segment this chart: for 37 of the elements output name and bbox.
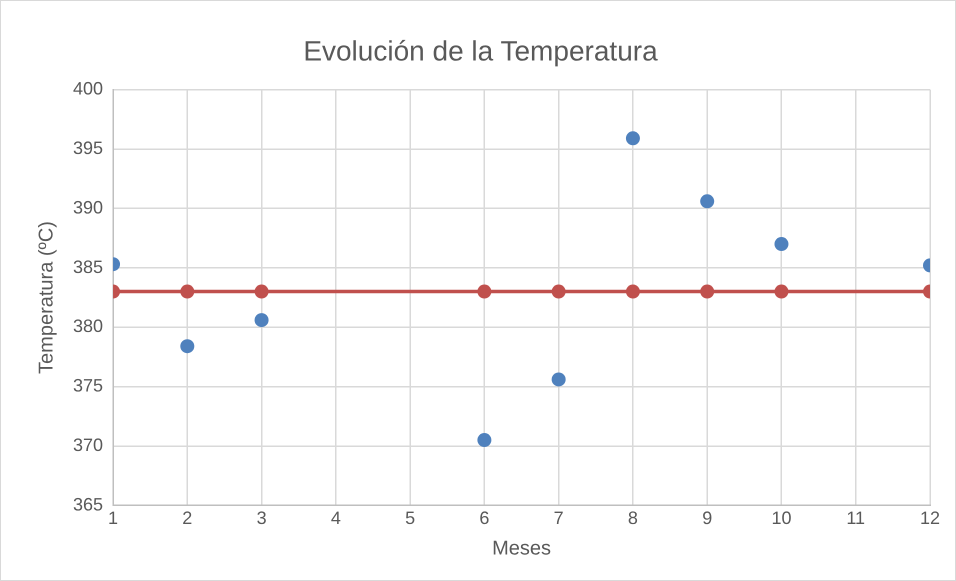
point <box>477 433 492 448</box>
point <box>180 339 194 354</box>
point <box>552 372 566 386</box>
point <box>254 284 269 299</box>
y-axis-title: Temperatura (ºC) <box>36 221 58 374</box>
point <box>180 284 194 299</box>
x-tick-label: 10 <box>771 508 792 528</box>
point <box>774 284 788 299</box>
x-tick-label: 11 <box>846 508 866 528</box>
x-tick-label: 8 <box>628 508 638 528</box>
x-tick-label: 5 <box>405 508 416 528</box>
y-tick-label: 380 <box>72 316 104 336</box>
point <box>774 237 788 252</box>
y-tick-label: 395 <box>72 138 104 158</box>
x-tick-label: 6 <box>479 508 490 528</box>
x-tick-label: 9 <box>702 508 712 528</box>
x-tick-label: 4 <box>330 508 341 528</box>
x-tick-label: 12 <box>920 508 940 528</box>
x-tick-label: 2 <box>182 508 192 528</box>
point <box>552 284 566 299</box>
y-tick-label: 400 <box>72 78 104 99</box>
point <box>254 313 269 328</box>
point <box>626 131 640 146</box>
y-tick-label: 390 <box>72 197 104 218</box>
y-tick-label: 365 <box>72 494 104 514</box>
point <box>700 284 714 299</box>
point <box>477 284 492 299</box>
x-tick-label: 7 <box>554 508 564 528</box>
y-tick-label: 370 <box>72 434 104 455</box>
x-axis-title: Meses <box>492 538 551 560</box>
x-tick-label: 3 <box>256 508 267 528</box>
x-tick-label: 1 <box>108 508 118 528</box>
point <box>700 194 714 208</box>
point <box>626 284 640 299</box>
y-tick-label: 385 <box>72 256 104 277</box>
chart-title: Evolución de la Temperatura <box>303 36 658 67</box>
y-tick-label: 375 <box>72 376 104 396</box>
